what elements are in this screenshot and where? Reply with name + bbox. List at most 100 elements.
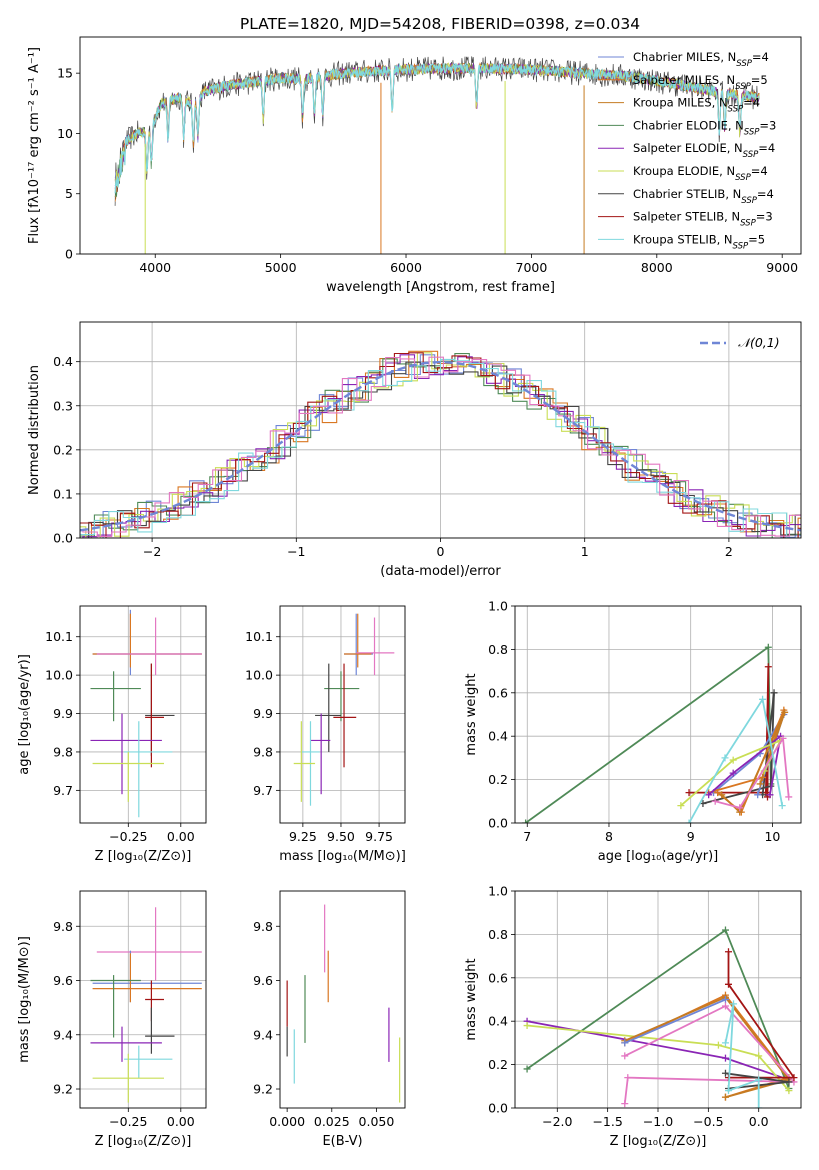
weight-age-point [779,734,787,742]
histogram-series [80,358,801,538]
weight-Z-point [785,1087,793,1095]
mass-EBV-xtick-label: 0.050 [359,1114,395,1129]
age-Z-xtick-label: 0.00 [167,829,195,844]
mass-EBV-frame [279,890,406,1109]
mass-Z-ytick-label: 9.6 [53,973,73,988]
panel-weight-Z: −2.0 −1.5 −1.0 −0.5 0.0 0.0 0.2 0.4 0.6 0.8 1.0 Z [… [464,884,802,1149]
weight-age-ytick-label: 0.4 [488,729,508,744]
age-Z-ytick-label: 9.9 [53,706,73,721]
weight-Z-xlabel: Z [log₁₀(Z/Z⊙)] [610,1134,707,1149]
age-mass-frame [279,605,406,824]
legend-label: 𝒩(0,1) [738,335,780,350]
mass-Z-plot-area [80,891,206,1108]
age-mass-ytick-label: 9.9 [253,706,273,721]
mass-EBV-ytick-label: 9.6 [253,973,273,988]
spectrum-title: PLATE=1820, MJD=54208, FIBERID=0398, z=0… [240,15,640,33]
mass-Z-xlabel: Z [log₁₀(Z/Z⊙)] [95,1134,192,1149]
age-Z-ytick-label: 9.7 [53,783,73,798]
weight-Z-xtick-label: 0.0 [749,1114,769,1129]
weight-age-point [729,769,737,777]
weight-Z-xtick-label: −0.5 [693,1114,723,1129]
residuals-ylabel: Normed distribution [27,365,42,495]
weight-age-point [729,756,737,764]
residuals-ytick-label: 0.3 [53,398,73,413]
residuals-plot-area [80,322,801,538]
age-mass-ytick-label: 10.1 [245,629,273,644]
weight-Z-point [755,1052,763,1060]
mass-Z-xtick-label: −0.25 [109,1114,147,1129]
weight-age-frame [514,605,802,824]
weight-age-point [785,793,793,801]
weight-Z-point [621,1052,629,1060]
age-Z-xtick-label: −0.25 [109,829,147,844]
weight-Z-xtick-label: −1.5 [592,1114,622,1129]
weight-Z-point [724,980,732,988]
weight-Z-point [721,1093,729,1101]
weight-Z-point [714,1041,722,1049]
weight-age-point [677,802,685,810]
weight-Z-xtick-label: −2.0 [542,1114,572,1129]
spectrum-ytick-label: 5 [65,186,73,201]
spectrum-xtick-label: 8000 [641,260,673,275]
mass-Z-ytick-label: 9.2 [53,1082,73,1097]
weight-Z-ytick-label: 0.0 [488,1101,508,1116]
weight-Z-point [721,1039,729,1047]
mass-Z-ytick-label: 9.4 [53,1027,73,1042]
mass-Z-ytick-label: 9.8 [53,919,73,934]
age-mass-ytick-label: 9.8 [253,744,273,759]
age-mass-xtick-label: 9.50 [327,829,355,844]
weight-age-point [764,643,772,651]
spectrum-frame [79,36,802,255]
residuals-xtick-label: 1 [581,544,589,559]
weight-Z-point [721,1054,729,1062]
weight-age-point [685,789,693,797]
weight-age-point [778,802,786,810]
weight-Z-point [721,1069,729,1077]
spectrum-ytick-label: 10 [57,126,73,141]
panel-residuals: −2 −1 0 1 2 0.0 0.1 0.2 0.3 0.4 (data-model)/error… [27,321,802,579]
weight-Z-point [523,1065,531,1073]
weight-Z-ytick-label: 0.8 [488,927,508,942]
weight-Z-ylabel: mass weight [464,958,479,1040]
spectrum-plot-area [114,56,760,254]
weight-Z-point [621,1100,629,1108]
weight-Z-point [724,948,732,956]
weight-age-point [766,791,774,799]
mass-EBV-xtick-label: 0.025 [314,1114,350,1129]
weight-Z-point [721,996,729,1003]
weight-age-point [711,797,719,805]
mass-Z-xtick-label: 0.00 [167,1114,195,1129]
panel-mass-Z: −0.25 0.00 9.2 9.4 9.6 9.8 Z [log₁₀(Z/Z⊙)] mass… [17,890,207,1149]
weight-age-series-line [688,698,784,823]
age-Z-ylabel: age [log₁₀(age/yr)] [17,654,32,775]
weight-age-point [714,789,722,797]
age-Z-ytick-label: 10.0 [45,668,73,683]
weight-age-point [736,804,744,812]
weight-age-point [754,791,762,799]
mass-EBV-xlabel: E(B-V) [322,1134,362,1149]
weight-Z-point [755,1076,763,1084]
weight-age-xtick-label: 9 [687,829,695,844]
weight-Z-point [721,1002,729,1010]
residuals-xtick-label: −1 [287,544,305,559]
weight-Z-ytick-label: 1.0 [488,884,508,899]
age-mass-xlabel: mass [log₁₀(M/M⊙)] [279,849,406,864]
weight-age-xlabel: age [log₁₀(age/yr)] [598,849,719,864]
mass-Z-frame [79,890,207,1109]
weight-age-point [756,780,764,788]
weight-age-ylabel: mass weight [464,673,479,755]
panel-age-mass: 9.25 9.50 9.75 9.7 9.8 9.9 10.0 10.1 mass [log₁₀… [245,605,406,864]
panel-weight-age: 7 8 9 10 0.0 0.2 0.4 0.6 0.8 1.0 age [log₁₀(age/yr… [464,599,802,864]
mass-EBV-ytick-label: 9.2 [253,1082,273,1097]
mass-EBV-xtick-label: 0.000 [269,1114,305,1129]
weight-Z-series-line [624,998,726,1044]
weight-age-xtick-label: 10 [764,829,780,844]
residuals-ytick-label: 0.4 [53,354,73,369]
mass-EBV-plot-area [286,904,401,1103]
spectrum-xtick-label: 6000 [390,260,422,275]
spectrum-line [114,62,760,194]
weight-age-point [781,708,789,716]
weight-age-point [721,754,729,762]
weight-age-ytick-label: 1.0 [488,599,508,614]
